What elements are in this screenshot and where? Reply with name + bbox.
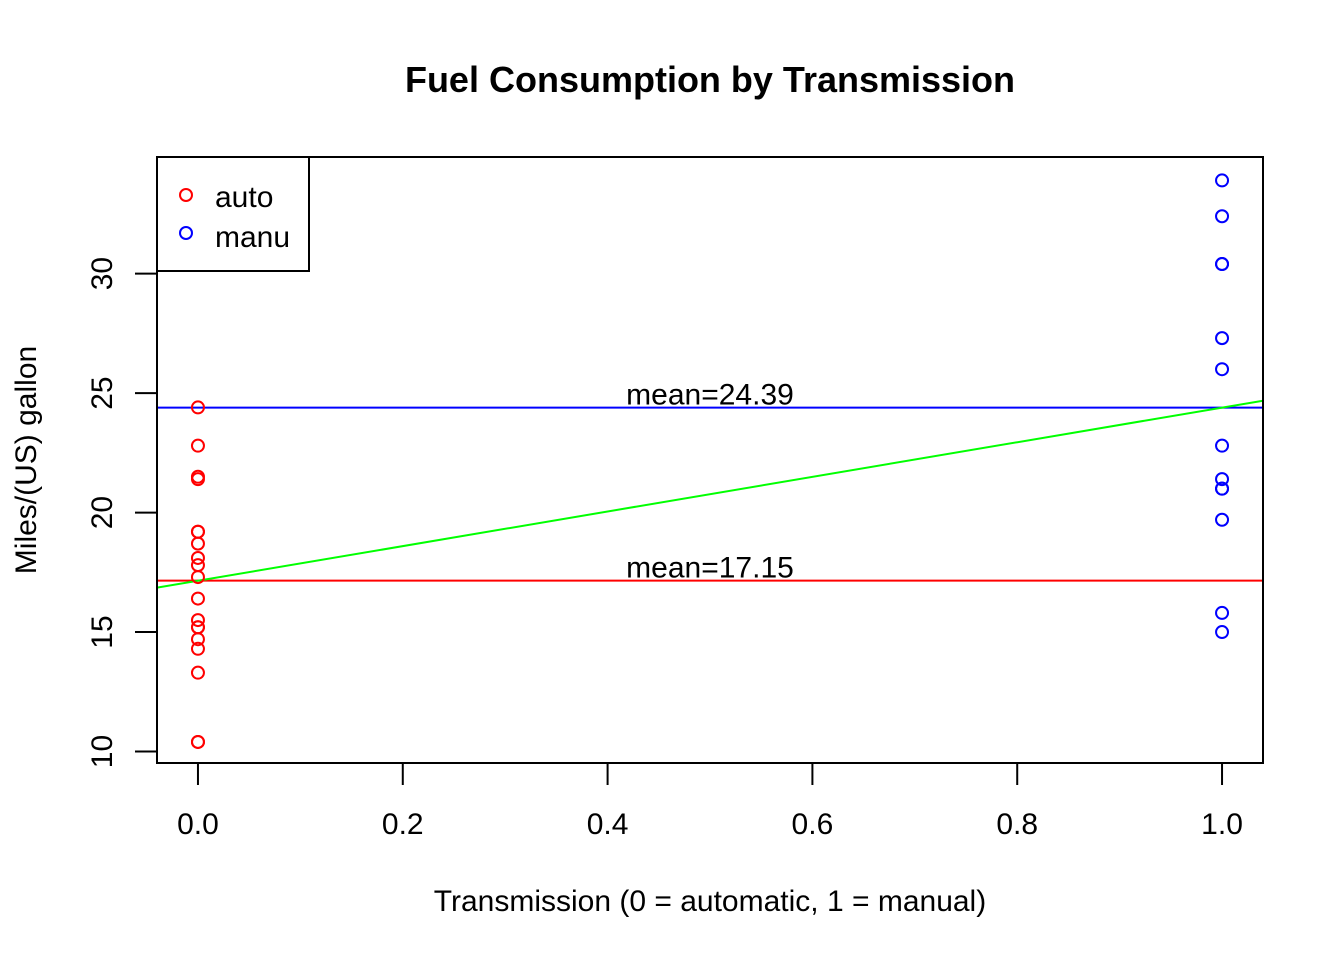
point-manu-2 xyxy=(1215,438,1230,453)
reference-lines xyxy=(157,399,1263,589)
regression-line xyxy=(157,399,1263,589)
legend-label-manu: manu xyxy=(215,221,290,254)
point-manu-1 xyxy=(1215,481,1230,496)
y-tick-label: 20 xyxy=(86,496,119,529)
point-manu-10 xyxy=(1215,512,1230,527)
point-manu-12 xyxy=(1215,472,1230,487)
mean-annotation-1: mean=17.15 xyxy=(626,552,794,585)
y-axis-label: Miles/(US) gallon xyxy=(10,346,43,574)
point-manu-11 xyxy=(1215,625,1230,640)
legend-box xyxy=(156,156,310,272)
point-auto-4 xyxy=(190,400,205,415)
x-tick-label: 0.0 xyxy=(177,808,219,841)
point-auto-18 xyxy=(190,524,205,539)
y-tick-label: 15 xyxy=(86,615,119,648)
series-auto xyxy=(190,400,205,749)
series-manu xyxy=(1215,173,1230,640)
point-manu-3 xyxy=(1215,209,1230,224)
x-tick-label: 0.4 xyxy=(587,808,629,841)
point-manu-9 xyxy=(1215,605,1230,620)
point-auto-15 xyxy=(190,613,205,628)
mean-annotation-0: mean=24.39 xyxy=(626,379,794,412)
point-auto-2 xyxy=(190,550,205,565)
point-auto-14 xyxy=(190,469,205,484)
point-manu-6 xyxy=(1215,331,1230,346)
plot-frame xyxy=(156,156,1264,764)
plot-area: mean=24.39 mean=17.15 xyxy=(157,173,1263,749)
y-axis: 10 15 20 25 30 xyxy=(86,257,158,768)
point-manu-7 xyxy=(1215,362,1230,377)
point-auto-5 xyxy=(190,438,205,453)
point-auto-17 xyxy=(190,665,205,680)
point-auto-7 xyxy=(190,558,205,573)
point-auto-12 xyxy=(190,734,205,749)
x-axis: 0.0 0.2 0.4 0.6 0.8 1.0 xyxy=(177,762,1243,841)
x-tick-label: 0.6 xyxy=(792,808,834,841)
point-auto-9 xyxy=(190,570,205,585)
y-tick-label: 10 xyxy=(86,735,119,768)
legend-marker-manu xyxy=(179,226,193,240)
point-manu-5 xyxy=(1215,173,1230,188)
point-auto-8 xyxy=(190,591,205,606)
x-tick-label: 0.2 xyxy=(382,808,424,841)
y-tick-label: 25 xyxy=(86,376,119,409)
legend: auto manu xyxy=(156,156,310,272)
x-axis-label: Transmission (0 = automatic, 1 = manual) xyxy=(434,885,986,918)
legend-marker-auto xyxy=(179,188,193,202)
chart-title: Fuel Consumption by Transmission xyxy=(405,59,1015,100)
point-manu-8 xyxy=(1215,257,1230,272)
legend-label-auto: auto xyxy=(215,181,273,214)
y-tick-label: 30 xyxy=(86,257,119,290)
x-tick-label: 0.8 xyxy=(996,808,1038,841)
x-tick-label: 1.0 xyxy=(1201,808,1243,841)
point-auto-3 xyxy=(190,641,205,656)
point-auto-1 xyxy=(190,536,205,551)
point-auto-16 xyxy=(190,620,205,635)
